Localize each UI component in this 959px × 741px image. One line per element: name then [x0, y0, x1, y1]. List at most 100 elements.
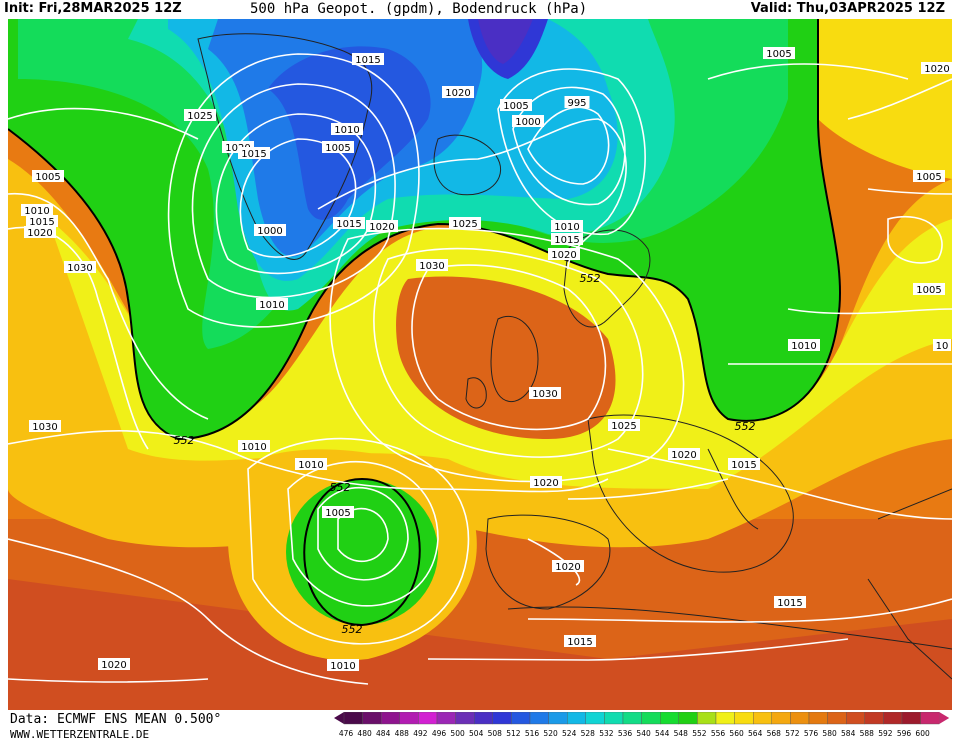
height-label: 552: [342, 623, 363, 636]
label-bg: [352, 53, 384, 65]
colorbar-cell: [715, 712, 735, 725]
colorbar-level-label: 492: [413, 729, 428, 738]
colorbar-cell: [473, 712, 493, 725]
isobar-label: 1020: [101, 660, 126, 671]
label-bg: [21, 204, 53, 216]
label-bg: [256, 298, 288, 310]
cutoff-low-552: [286, 479, 438, 625]
colorbar-cell: [864, 712, 884, 725]
init-time: Init: Fri,28MAR2025 12Z: [4, 1, 182, 16]
colorbar-level-label: 536: [618, 729, 633, 738]
label-bg: [327, 659, 359, 671]
isobar-label: 1020: [27, 228, 52, 239]
isobar-label: 1015: [29, 217, 54, 228]
label-bg: [500, 99, 532, 111]
label-bg: [668, 448, 700, 460]
label-bg: [416, 259, 448, 271]
label-bg: [933, 339, 951, 351]
colorbar-level-label: 476: [339, 729, 354, 738]
colorbar-cell: [455, 712, 475, 725]
colorbar-cell: [436, 712, 456, 725]
isobar-label: 1030: [32, 422, 57, 433]
label-bg: [512, 115, 544, 127]
colorbar-cell: [734, 712, 754, 725]
colorbar-level-label: 532: [599, 729, 614, 738]
height-labels: 552 552 552 552 552: [174, 272, 756, 636]
colorbar-cell: [660, 712, 680, 725]
isobar-label: 1010: [298, 460, 323, 471]
isobar-label: 1010: [334, 125, 359, 136]
colorbar-level-label: 556: [711, 729, 726, 738]
isobar-label: 1010: [330, 661, 355, 672]
colorbar-min-arrow: [334, 712, 344, 724]
colorbar-cell: [566, 712, 586, 725]
label-bg: [551, 233, 583, 245]
field-ne-2: [818, 19, 952, 179]
colorbar-level-label: 480: [357, 729, 372, 738]
isobar-label: 1010: [791, 341, 816, 352]
isobar-label: 1000: [257, 226, 282, 237]
isobar-label: 1030: [532, 389, 557, 400]
isobar-label: 1020: [924, 64, 949, 75]
isobar-label: 1025: [611, 421, 636, 432]
colorbar-cell: [511, 712, 531, 725]
isobar-labels: 1015102010059951000100510201025101010201…: [21, 47, 952, 672]
label-bg: [333, 217, 365, 229]
colorbar-level-label: 524: [562, 729, 577, 738]
colorbar-level-label: 560: [729, 729, 744, 738]
colorbar-level-label: 588: [860, 729, 875, 738]
label-bg: [921, 62, 952, 74]
isobar-label: 1000: [515, 117, 540, 128]
colorbar-level-label: 516: [525, 729, 540, 738]
colorbar-cell: [790, 712, 810, 725]
colorbar-level-label: 508: [488, 729, 503, 738]
isobar-label: 1005: [325, 143, 350, 154]
isobar-label: 1005: [916, 285, 941, 296]
colorbar-max-arrow: [939, 712, 950, 724]
colorbar-level-label: 584: [841, 729, 856, 738]
isobar-label: 1015: [567, 637, 592, 648]
colorbar-cell: [808, 712, 828, 725]
colorbar-cell: [585, 712, 605, 725]
height-label: 552: [735, 420, 756, 433]
colorbar-level-label: 592: [878, 729, 893, 738]
label-bg: [564, 635, 596, 647]
isobar-label: 1010: [24, 206, 49, 217]
label-bg: [295, 458, 327, 470]
label-bg: [442, 86, 474, 98]
label-bg: [322, 141, 354, 153]
website-credit: WWW.WETTERZENTRALE.DE: [10, 728, 150, 741]
isobar-label: 1030: [67, 263, 92, 274]
colorbar-cell: [381, 712, 401, 725]
colorbar-level-label: 488: [395, 729, 410, 738]
colorbar-level-label: 564: [748, 729, 763, 738]
label-bg: [29, 420, 61, 432]
contour-552-cutoff: [303, 477, 421, 627]
colorbar-level-label: 568: [767, 729, 782, 738]
height-label: 552: [580, 272, 601, 285]
isobar-label: 1020: [533, 478, 558, 489]
colorbar-level-label: 580: [822, 729, 837, 738]
label-bg: [238, 147, 270, 159]
header-bar: Init: Fri,28MAR2025 12Z 500 hPa Geopot. …: [0, 0, 959, 18]
colorbar-cell: [678, 712, 698, 725]
isobar-label: 1005: [325, 508, 350, 519]
isobar-label: 1005: [503, 101, 528, 112]
isobar-label: 1015: [241, 149, 266, 160]
colorbar-level-label: 596: [897, 729, 912, 738]
colorbar-level-label: 544: [655, 729, 670, 738]
height-label: 552: [330, 481, 351, 494]
colorbar-level-label: 500: [450, 729, 465, 738]
isobar-label: 1030: [419, 261, 444, 272]
colorbar-level-label: 512: [506, 729, 521, 738]
label-bg: [32, 170, 64, 182]
colorbar-level-label: 600: [915, 729, 930, 738]
isobar-label: 1010: [241, 442, 266, 453]
colorbar-cell: [418, 712, 438, 725]
isobar-label: 1015: [554, 235, 579, 246]
label-bg: [551, 220, 583, 232]
label-bg: [238, 440, 270, 452]
label-bg: [184, 109, 216, 121]
colorbar-cell: [920, 712, 940, 725]
field-584: [8, 579, 952, 710]
